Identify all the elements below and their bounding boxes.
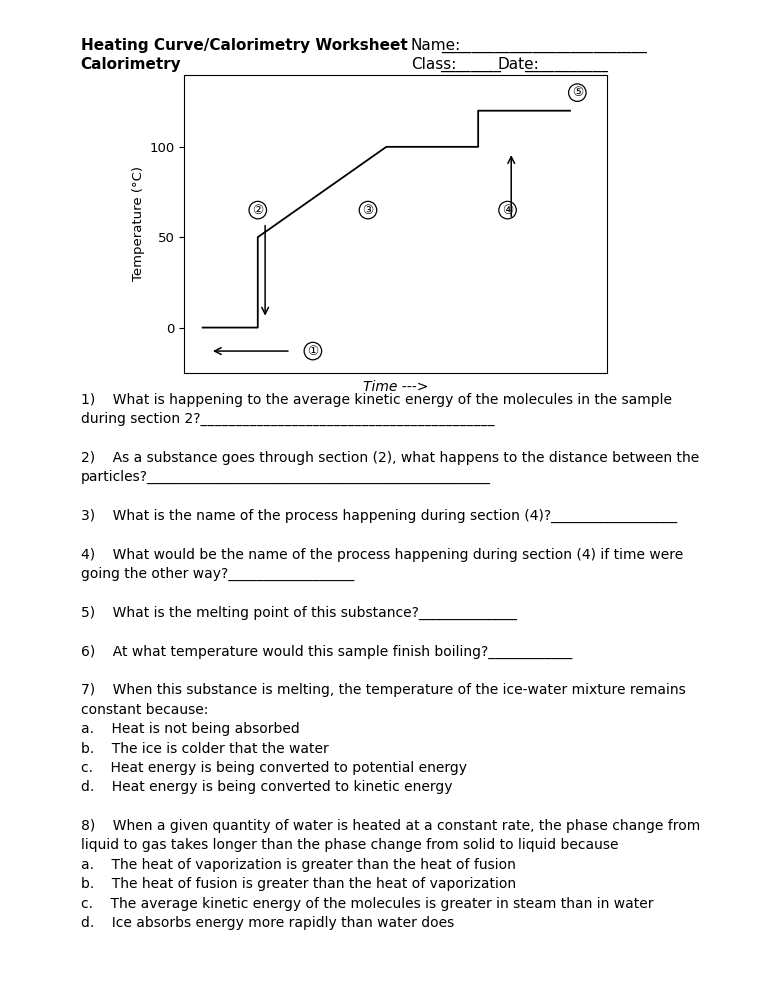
Text: Date:: Date:	[498, 57, 539, 72]
Text: 6)    At what temperature would this sample finish boiling?____________: 6) At what temperature would this sample…	[81, 644, 572, 659]
Text: particles?_________________________________________________: particles?______________________________…	[81, 470, 491, 484]
Text: a.    The heat of vaporization is greater than the heat of fusion: a. The heat of vaporization is greater t…	[81, 858, 515, 872]
Text: Name:: Name:	[411, 38, 461, 53]
Text: 1)    What is happening to the average kinetic energy of the molecules in the sa: 1) What is happening to the average kine…	[81, 393, 672, 407]
Text: 4)    What would be the name of the process happening during section (4) if time: 4) What would be the name of the process…	[81, 548, 683, 562]
Text: ②: ②	[252, 204, 263, 217]
Text: ___________: ___________	[524, 57, 607, 72]
Y-axis label: Temperature (°C): Temperature (°C)	[132, 166, 145, 281]
Text: ___________________________: ___________________________	[442, 38, 647, 53]
Text: ④: ④	[502, 204, 513, 217]
Text: ①: ①	[307, 345, 319, 358]
Text: 5)    What is the melting point of this substance?______________: 5) What is the melting point of this sub…	[81, 605, 517, 620]
Text: b.    The ice is colder that the water: b. The ice is colder that the water	[81, 742, 329, 755]
Text: Heating Curve/Calorimetry Worksheet: Heating Curve/Calorimetry Worksheet	[81, 38, 407, 53]
Text: 3)    What is the name of the process happening during section (4)?_____________: 3) What is the name of the process happe…	[81, 509, 677, 523]
Text: d.    Heat energy is being converted to kinetic energy: d. Heat energy is being converted to kin…	[81, 780, 452, 794]
X-axis label: Time --->: Time --->	[362, 380, 429, 394]
Text: c.    The average kinetic energy of the molecules is greater in steam than in wa: c. The average kinetic energy of the mol…	[81, 897, 653, 911]
Text: constant because:: constant because:	[81, 703, 208, 717]
Text: b.    The heat of fusion is greater than the heat of vaporization: b. The heat of fusion is greater than th…	[81, 877, 516, 892]
Text: ⑤: ⑤	[571, 86, 583, 99]
Text: going the other way?__________________: going the other way?__________________	[81, 567, 354, 581]
Text: Calorimetry: Calorimetry	[81, 57, 181, 72]
Text: 7)    When this substance is melting, the temperature of the ice-water mixture r: 7) When this substance is melting, the t…	[81, 684, 685, 698]
Text: liquid to gas takes longer than the phase change from solid to liquid because: liquid to gas takes longer than the phas…	[81, 838, 618, 853]
Text: d.    Ice absorbs energy more rapidly than water does: d. Ice absorbs energy more rapidly than …	[81, 916, 454, 930]
Text: 2)    As a substance goes through section (2), what happens to the distance betw: 2) As a substance goes through section (…	[81, 450, 699, 465]
Text: Class:: Class:	[411, 57, 456, 72]
Text: c.    Heat energy is being converted to potential energy: c. Heat energy is being converted to pot…	[81, 761, 467, 775]
Text: 8)    When a given quantity of water is heated at a constant rate, the phase cha: 8) When a given quantity of water is hea…	[81, 819, 700, 833]
Text: ________: ________	[440, 57, 501, 72]
Text: ③: ③	[362, 204, 373, 217]
Text: during section 2?__________________________________________: during section 2?_______________________…	[81, 412, 494, 426]
Text: a.    Heat is not being absorbed: a. Heat is not being absorbed	[81, 722, 300, 737]
